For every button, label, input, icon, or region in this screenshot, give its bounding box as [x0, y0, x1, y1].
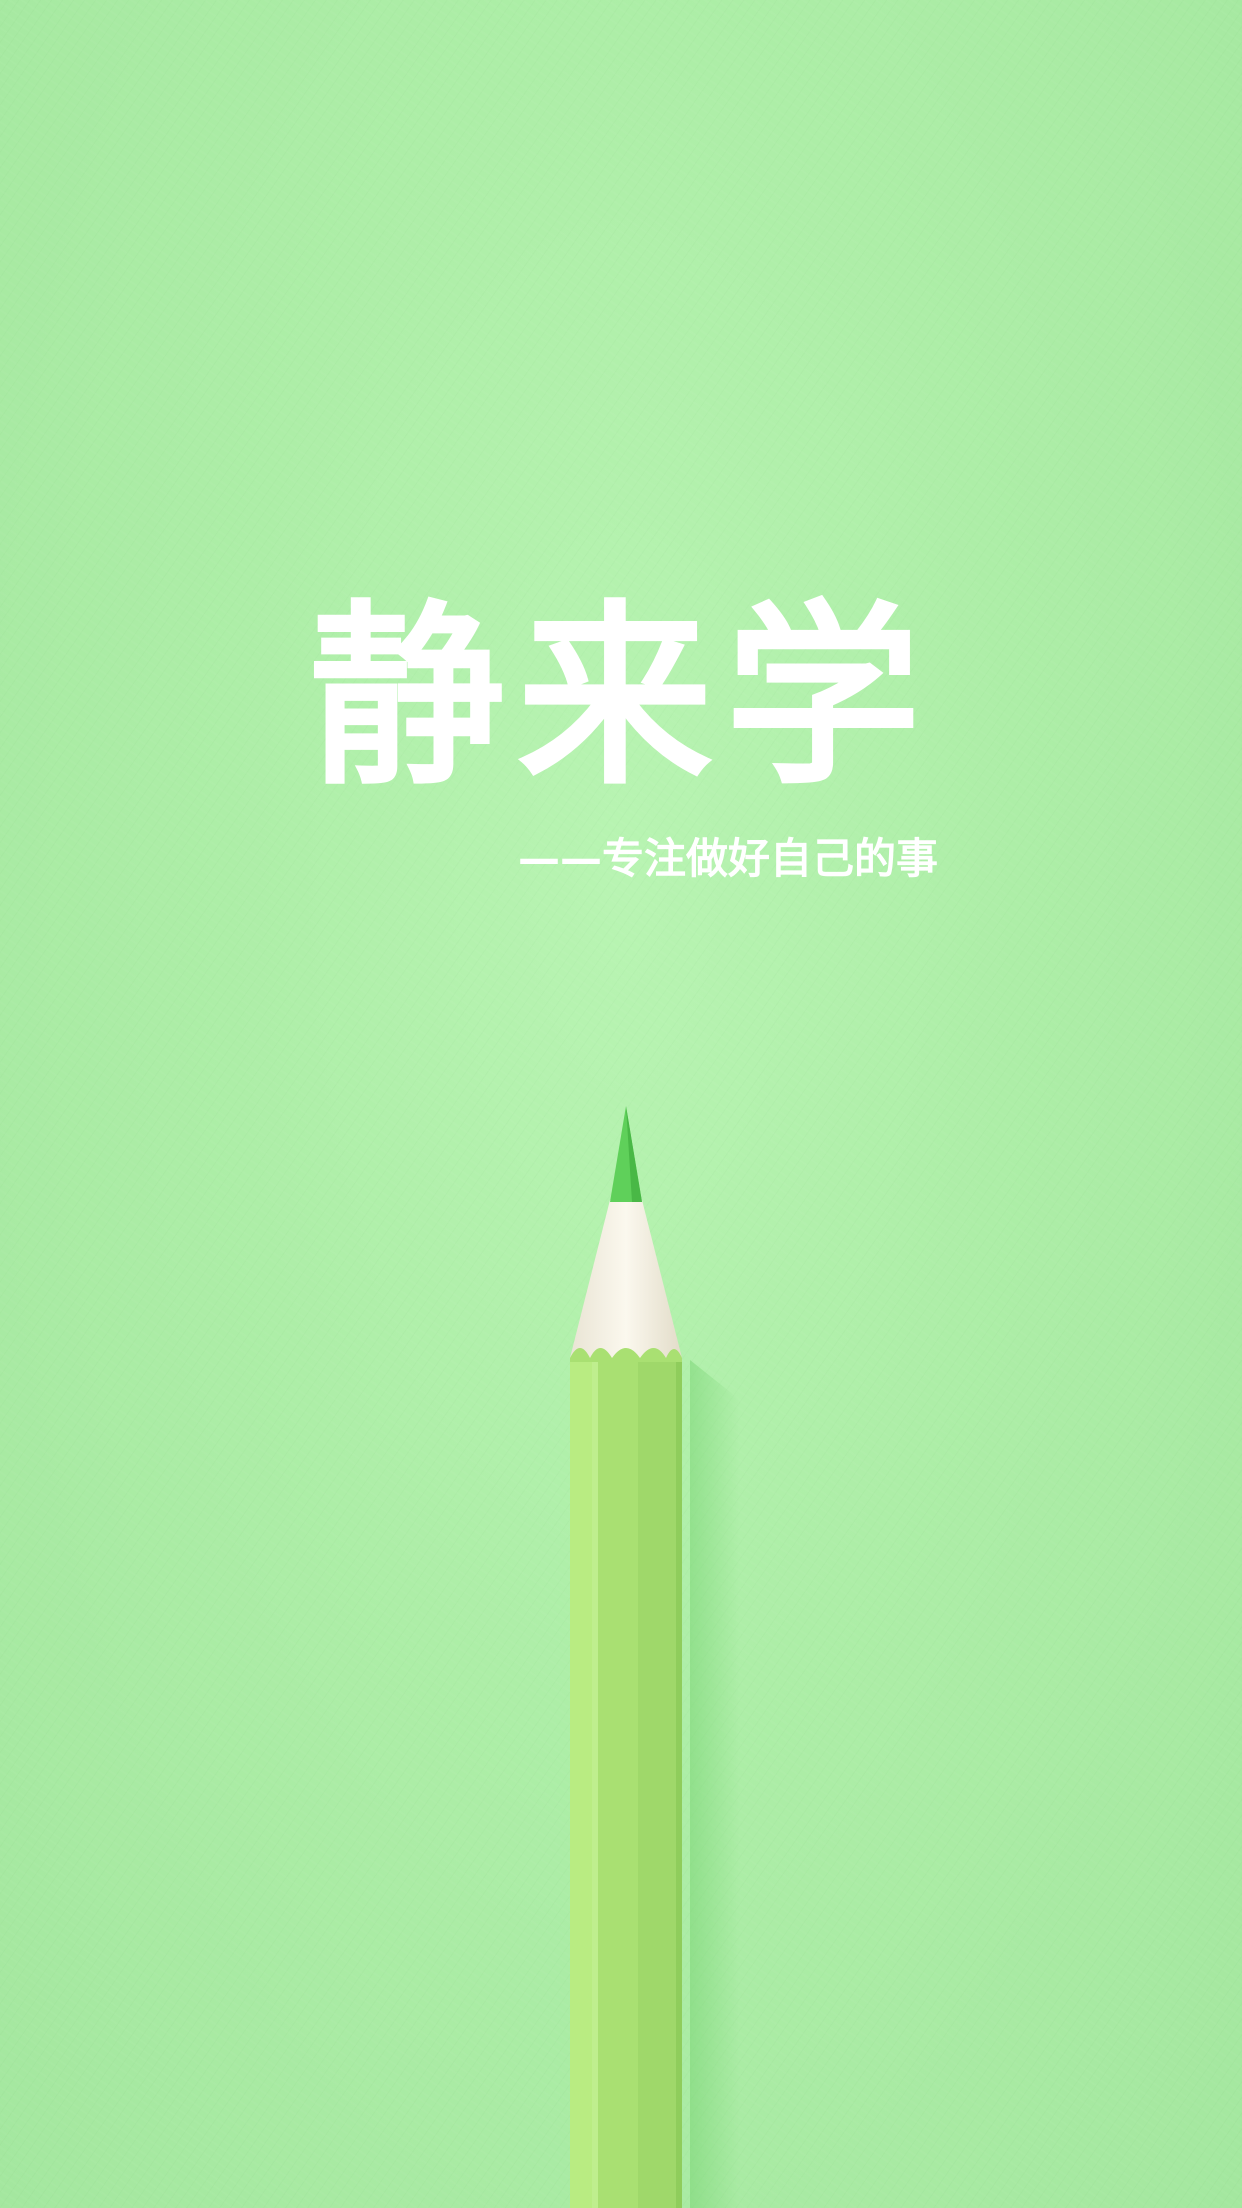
pencil-shadow — [690, 1360, 740, 2208]
app-title: 静来学 — [308, 584, 933, 812]
pencil-illustration — [570, 1106, 740, 2208]
pencil-wood — [570, 1200, 682, 1358]
app-slogan: ——专注做好自己的事 — [518, 834, 939, 883]
